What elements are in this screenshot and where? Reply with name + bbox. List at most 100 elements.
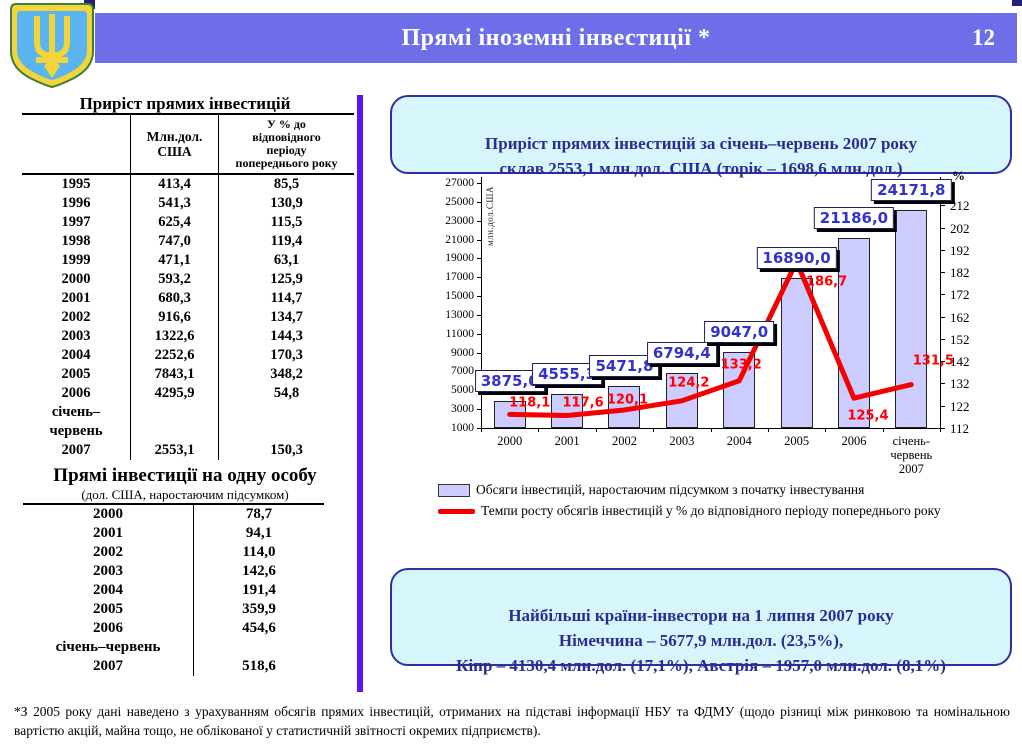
line-value-label: 124,2 — [668, 375, 710, 391]
bar-value-label: 21186,0 — [813, 206, 895, 229]
y-axis-tick-label: 19000 — [445, 252, 474, 265]
value-cell: 2553,1 — [130, 403, 219, 460]
x-axis-tick — [767, 428, 769, 432]
table-row: січень– червень 2007 2553,1 150,3 — [22, 403, 354, 460]
table1-body: 1995 413,4 85,5 1996 541,3 130,9 1997 625,4 115,… — [22, 174, 354, 460]
year-cell: січень– червень 2007 — [49, 404, 103, 458]
x-axis-category-label: 2004 — [726, 434, 752, 448]
bar-value-label: 5471,8 — [589, 354, 660, 377]
value-cell: 680,3 — [130, 289, 219, 308]
table-row: 1995 413,4 85,5 — [22, 174, 354, 194]
table2-body: 2000 78,7 2001 94,1 2002 114,0 2003 142,6 2004 19… — [23, 503, 324, 676]
investors-box-text: Найбільші країни-інвестори на 1 липня 20… — [456, 606, 946, 675]
year-column-header — [22, 113, 131, 175]
value-cell: 916,6 — [130, 308, 219, 327]
year-cell: 1996 — [61, 195, 91, 211]
line-value-label: 133,2 — [720, 357, 762, 373]
table-row: 2001 680,3 114,7 — [22, 289, 354, 308]
y-axis-tick — [940, 383, 945, 385]
value-cell: 747,0 — [130, 232, 219, 251]
chart-legend: Обсяги інвестицій, наростаючим підсумком… — [438, 482, 1016, 524]
value-cell: 114,0 — [242, 544, 276, 560]
x-axis-tick — [538, 428, 540, 432]
year-cell: 1997 — [61, 214, 91, 230]
page-number: 12 — [972, 25, 995, 50]
value-cell: 144,3 — [218, 327, 354, 346]
bar-value-label: 3875,0 — [474, 369, 545, 392]
x-axis-tick — [653, 428, 655, 432]
y-axis-tick — [940, 428, 945, 429]
summary-box: Приріст прямих інвестицій за січень–черв… — [390, 95, 1012, 178]
investors-box: Найбільші країни-інвестори на 1 липня 20… — [390, 568, 1012, 675]
value-cell: 54,8 — [218, 384, 354, 403]
bar — [551, 394, 584, 428]
y-axis-tick-label: 112 — [950, 421, 970, 436]
table-row: 2003 1322,6 144,3 — [22, 327, 354, 346]
value-cell: 593,2 — [130, 270, 219, 289]
y-axis-tick-label: 11000 — [445, 327, 474, 340]
y-axis-tick-label: 1000 — [451, 422, 474, 434]
table-row: 2000 593,2 125,9 — [22, 270, 354, 289]
year-cell: 2004 — [23, 581, 194, 600]
table-row: 1996 541,3 130,9 — [22, 194, 354, 213]
value-cell: 518,6 — [242, 658, 276, 674]
y-axis-tick — [477, 258, 481, 260]
y-axis-tick — [477, 183, 481, 184]
y-axis-tick-label: 142 — [950, 354, 970, 370]
x-axis-category-label: 2002 — [611, 434, 637, 448]
table-row: 2002 114,0 — [23, 543, 324, 562]
year-cell: 2003 — [23, 562, 194, 581]
y-axis-tick-label: 23000 — [445, 214, 474, 227]
year-cell: січень–червень 2007 — [23, 638, 194, 676]
year-cell: 2005 — [61, 366, 91, 382]
y-axis-tick — [940, 294, 945, 296]
bar-swatch-icon — [438, 483, 470, 497]
vertical-divider — [357, 95, 363, 692]
x-axis-tick — [882, 428, 884, 432]
y-axis-tick — [940, 405, 945, 407]
investment-chart: 1000 3000 5000 7000 9000 11000 13000 15000 17000… — [420, 168, 1020, 476]
line-value-label: 118,1 — [509, 395, 551, 411]
value-cell: 170,3 — [218, 346, 354, 365]
growth-rate-line — [507, 259, 914, 419]
table-row: 2004 2252,6 170,3 — [22, 346, 354, 365]
table-row: 2006 454,6 — [23, 619, 324, 638]
y-axis-tick-label: 132 — [950, 376, 970, 392]
y-axis-tick — [477, 201, 481, 203]
legend-label: Обсяги інвестицій, наростаючим підсумком… — [476, 482, 865, 497]
y-axis-tick-label: 122 — [950, 398, 970, 414]
value-cell: 130,9 — [218, 194, 354, 213]
table-row: 2003 142,6 — [23, 562, 324, 581]
y-axis-tick — [477, 428, 481, 429]
y-axis-tick-label: 15000 — [445, 290, 474, 303]
value-cell: 85,5 — [218, 174, 354, 194]
x-axis-tick — [940, 428, 941, 432]
x-axis-category-label: 2000 — [497, 434, 523, 448]
x-axis-category-label: 2005 — [784, 434, 810, 448]
y-axis-tick — [477, 277, 481, 279]
x-axis-category-label: 2001 — [554, 434, 580, 448]
y-axis-tick — [477, 220, 481, 222]
table-row: 2002 916,6 134,7 — [22, 308, 354, 327]
x-axis-category-label: 2006 — [841, 434, 867, 448]
line-value-label: 117,6 — [562, 395, 604, 411]
table-row: 1998 747,0 119,4 — [22, 232, 354, 251]
bar-value-label: 6794,4 — [646, 342, 717, 365]
slide-title: Прямі іноземні інвестиції * — [401, 24, 711, 51]
line-value-label: 186,7 — [806, 274, 848, 290]
table2-subtitle: (дол. США, наростаючим підсумком) — [81, 487, 289, 502]
value-cell: 625,4 — [130, 213, 219, 232]
y-axis-tick-label: 13000 — [445, 308, 474, 321]
y-axis-right — [940, 177, 941, 428]
legend-label: Темпи росту обсягів інвестицій у % до ві… — [481, 503, 941, 518]
y-axis-tick — [940, 227, 945, 229]
table-header-row: Млн.дол. США У % до відповідного періоду… — [22, 113, 354, 175]
ukraine-coat-of-arms-icon — [8, 2, 96, 89]
y-axis-tick — [940, 361, 945, 363]
value-cell: 63,1 — [218, 251, 354, 270]
value-cell: 2252,6 — [130, 346, 219, 365]
year-cell: 2003 — [61, 328, 91, 344]
y-axis-tick-label: 162 — [950, 309, 970, 325]
y-axis-tick — [477, 314, 481, 316]
